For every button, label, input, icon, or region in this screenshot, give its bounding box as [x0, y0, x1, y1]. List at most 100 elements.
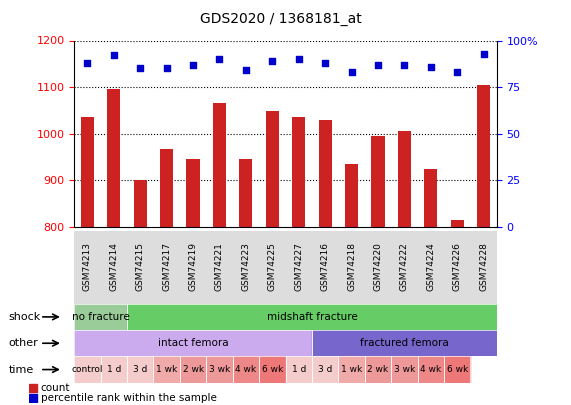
- Text: GSM74222: GSM74222: [400, 242, 409, 290]
- Point: [215, 56, 224, 62]
- Bar: [444, 356, 471, 383]
- Point: [373, 62, 383, 68]
- Text: GSM74217: GSM74217: [162, 242, 171, 291]
- Bar: [29, 394, 37, 402]
- Text: GSM74226: GSM74226: [453, 242, 462, 291]
- Bar: [365, 356, 391, 383]
- Point: [242, 67, 251, 74]
- Bar: [266, 111, 279, 227]
- Text: GSM74228: GSM74228: [479, 242, 488, 291]
- Bar: [477, 85, 490, 227]
- Text: GSM74225: GSM74225: [268, 242, 277, 291]
- Bar: [338, 356, 365, 383]
- Text: time: time: [9, 364, 34, 375]
- Point: [188, 62, 198, 68]
- Bar: [391, 356, 417, 383]
- Text: intact femora: intact femora: [158, 338, 228, 348]
- Bar: [74, 304, 127, 330]
- Text: control: control: [72, 365, 103, 374]
- Bar: [259, 356, 286, 383]
- Bar: [286, 356, 312, 383]
- Point: [453, 69, 462, 75]
- Bar: [100, 356, 127, 383]
- Point: [162, 65, 171, 72]
- Bar: [29, 384, 37, 392]
- Bar: [127, 304, 497, 330]
- Text: 4 wk: 4 wk: [420, 365, 441, 374]
- Bar: [391, 356, 417, 383]
- Bar: [312, 330, 497, 356]
- Bar: [312, 356, 338, 383]
- Text: 1 d: 1 d: [292, 365, 306, 374]
- Bar: [259, 356, 286, 383]
- Bar: [127, 356, 154, 383]
- Bar: [180, 356, 206, 383]
- Text: midshaft fracture: midshaft fracture: [267, 312, 357, 322]
- Text: percentile rank within the sample: percentile rank within the sample: [41, 393, 216, 403]
- Bar: [134, 180, 147, 227]
- Text: 1 d: 1 d: [107, 365, 121, 374]
- Bar: [286, 356, 312, 383]
- Text: GSM74224: GSM74224: [426, 242, 435, 290]
- Bar: [417, 356, 444, 383]
- Text: GSM74218: GSM74218: [347, 242, 356, 291]
- Text: fractured femora: fractured femora: [360, 338, 449, 348]
- Text: GSM74223: GSM74223: [242, 242, 251, 291]
- Point: [268, 58, 277, 64]
- Bar: [312, 356, 338, 383]
- Text: GSM74215: GSM74215: [136, 242, 145, 291]
- Text: shock: shock: [9, 312, 41, 322]
- Point: [320, 60, 329, 66]
- Text: 3 d: 3 d: [133, 365, 147, 374]
- Bar: [424, 168, 437, 227]
- Text: 3 wk: 3 wk: [394, 365, 415, 374]
- Bar: [451, 220, 464, 227]
- Bar: [239, 159, 252, 227]
- Point: [136, 65, 145, 72]
- Bar: [74, 304, 127, 330]
- Bar: [187, 159, 200, 227]
- Bar: [127, 304, 497, 330]
- Text: GSM74219: GSM74219: [188, 242, 198, 291]
- Bar: [398, 131, 411, 227]
- Point: [347, 69, 356, 75]
- Bar: [160, 149, 173, 227]
- Bar: [417, 356, 444, 383]
- Bar: [338, 356, 365, 383]
- Bar: [371, 136, 384, 227]
- Text: 1 wk: 1 wk: [156, 365, 177, 374]
- Text: GSM74216: GSM74216: [320, 242, 329, 291]
- Bar: [74, 356, 100, 383]
- Bar: [154, 356, 180, 383]
- Text: GSM74220: GSM74220: [373, 242, 383, 291]
- Bar: [180, 356, 206, 383]
- Bar: [365, 356, 391, 383]
- Text: GSM74221: GSM74221: [215, 242, 224, 291]
- Point: [400, 62, 409, 68]
- Bar: [206, 356, 233, 383]
- Text: 3 d: 3 d: [318, 365, 332, 374]
- Text: 2 wk: 2 wk: [367, 365, 388, 374]
- Text: 1 wk: 1 wk: [341, 365, 362, 374]
- Text: GDS2020 / 1368181_at: GDS2020 / 1368181_at: [200, 12, 361, 26]
- Bar: [107, 90, 120, 227]
- Text: 3 wk: 3 wk: [209, 365, 230, 374]
- Bar: [233, 356, 259, 383]
- Bar: [312, 330, 497, 356]
- Bar: [74, 356, 100, 383]
- Text: count: count: [41, 383, 70, 393]
- Text: other: other: [9, 338, 38, 348]
- Bar: [444, 356, 471, 383]
- Text: 6 wk: 6 wk: [262, 365, 283, 374]
- Bar: [74, 330, 312, 356]
- Bar: [127, 356, 154, 383]
- Bar: [74, 330, 312, 356]
- Bar: [292, 117, 305, 227]
- Text: GSM74227: GSM74227: [294, 242, 303, 291]
- Point: [109, 52, 118, 59]
- Text: no fracture: no fracture: [72, 312, 130, 322]
- Bar: [154, 356, 180, 383]
- Bar: [345, 164, 358, 227]
- Bar: [233, 356, 259, 383]
- Point: [479, 50, 488, 57]
